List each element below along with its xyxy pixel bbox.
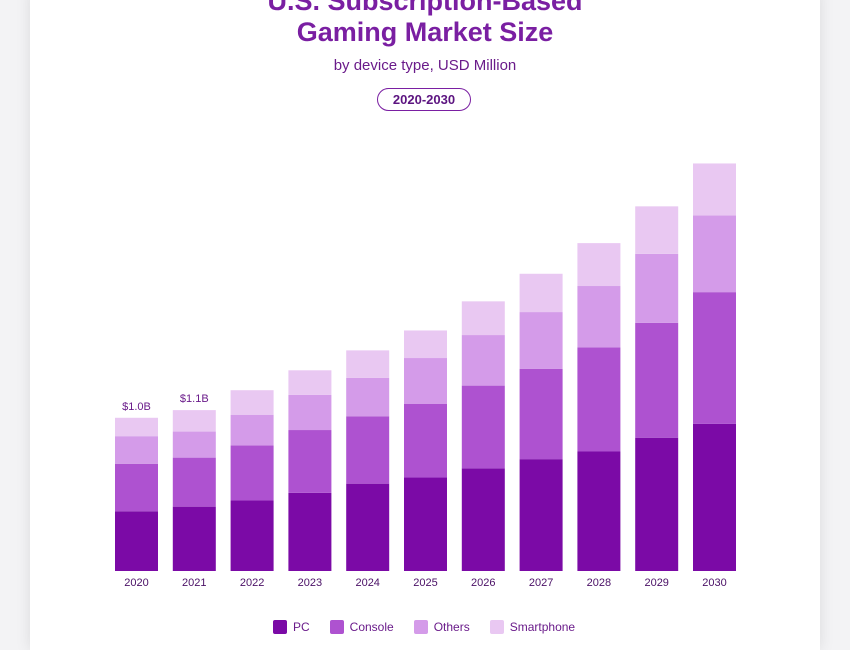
bar-others-2026[interactable] xyxy=(461,335,505,386)
x-tick-label-2021: 2021 xyxy=(182,577,206,589)
bar-pc-2025[interactable] xyxy=(404,477,447,571)
bar-others-2024[interactable] xyxy=(346,377,390,417)
bar-console-2029[interactable] xyxy=(635,322,679,438)
x-tick-label-2022: 2022 xyxy=(240,577,264,589)
bar-others-2028[interactable] xyxy=(577,286,621,348)
x-tick-label-2029: 2029 xyxy=(644,577,668,589)
bar-others-2027[interactable] xyxy=(519,312,563,369)
bar-console-2025[interactable] xyxy=(404,403,447,478)
bar-smartphone-2023[interactable] xyxy=(288,370,332,395)
bar-others-2021[interactable] xyxy=(172,431,216,458)
x-tick-label-2028: 2028 xyxy=(587,577,611,589)
chart-subtitle: by device type, USD Million xyxy=(333,57,517,74)
bar-smartphone-2021[interactable] xyxy=(172,410,216,432)
chart-title-line1: U.S. Subscription-Based xyxy=(267,0,583,16)
data-label-2021: $1.1B xyxy=(180,393,209,405)
legend-label-smartphone: Smartphone xyxy=(509,620,576,634)
bar-console-2027[interactable] xyxy=(519,368,563,460)
bar-pc-2026[interactable] xyxy=(461,468,505,571)
x-tick-label-2025: 2025 xyxy=(413,577,437,589)
chart-title-line2: Gaming Market Size xyxy=(296,17,554,47)
bar-console-2022[interactable] xyxy=(230,445,274,501)
bar-smartphone-2022[interactable] xyxy=(230,390,274,415)
legend-swatch-console xyxy=(329,620,344,634)
x-tick-label-2027: 2027 xyxy=(529,577,553,589)
bar-pc-2022[interactable] xyxy=(230,500,274,571)
bar-pc-2023[interactable] xyxy=(288,492,332,571)
bar-pc-2030[interactable] xyxy=(693,423,736,571)
bar-others-2023[interactable] xyxy=(288,394,332,431)
bar-console-2021[interactable] xyxy=(172,457,216,507)
x-tick-label-2020: 2020 xyxy=(124,577,148,589)
data-label-2020: $1.0B xyxy=(122,401,151,413)
x-tick-label-2026: 2026 xyxy=(471,577,495,589)
legend-swatch-others xyxy=(413,620,428,634)
bar-smartphone-2025[interactable] xyxy=(404,330,447,359)
legend-item-pc[interactable]: PC xyxy=(273,620,310,634)
bar-console-2024[interactable] xyxy=(346,416,390,484)
bar-smartphone-2029[interactable] xyxy=(635,206,679,254)
legend-label-pc: PC xyxy=(293,620,310,634)
bar-pc-2021[interactable] xyxy=(172,506,216,571)
bar-pc-2024[interactable] xyxy=(346,483,390,571)
bar-smartphone-2026[interactable] xyxy=(461,301,505,336)
bar-console-2020[interactable] xyxy=(115,463,158,512)
bar-smartphone-2024[interactable] xyxy=(346,350,390,378)
bar-console-2030[interactable] xyxy=(693,292,736,424)
bar-smartphone-2020[interactable] xyxy=(115,417,158,437)
legend-swatch-pc xyxy=(273,620,287,634)
bar-others-2022[interactable] xyxy=(230,414,274,446)
legend-item-others[interactable]: Others xyxy=(413,620,470,634)
x-tick-label-2030: 2030 xyxy=(702,577,726,589)
bar-others-2020[interactable] xyxy=(115,436,158,464)
x-tick-label-2024: 2024 xyxy=(355,577,379,589)
legend-item-smartphone[interactable]: Smartphone xyxy=(489,620,576,634)
bar-pc-2029[interactable] xyxy=(635,437,679,571)
bar-pc-2028[interactable] xyxy=(577,451,621,571)
legend-item-console[interactable]: Console xyxy=(329,620,394,634)
bar-pc-2027[interactable] xyxy=(519,459,563,571)
stacked-bar-chart: 2020 $1.0B 2021 $1.1B 2022 2023 2024 2025 2026 20… xyxy=(115,163,736,589)
bar-others-2025[interactable] xyxy=(404,358,447,404)
year-range-badge: 2020-2030 xyxy=(377,88,471,111)
bar-console-2028[interactable] xyxy=(577,347,621,452)
chart-legend: PC Console Others Smartphone xyxy=(273,620,575,634)
bar-smartphone-2028[interactable] xyxy=(577,243,621,287)
bar-pc-2020[interactable] xyxy=(115,511,158,571)
bar-smartphone-2027[interactable] xyxy=(519,273,563,313)
bar-others-2029[interactable] xyxy=(635,253,679,323)
bar-smartphone-2030[interactable] xyxy=(693,163,736,216)
bar-console-2026[interactable] xyxy=(461,385,505,469)
legend-label-others: Others xyxy=(433,620,470,634)
x-tick-label-2023: 2023 xyxy=(298,577,322,589)
legend-label-console: Console xyxy=(349,620,394,634)
bar-console-2023[interactable] xyxy=(288,430,332,493)
bar-others-2030[interactable] xyxy=(693,215,736,293)
legend-swatch-smartphone xyxy=(489,620,504,634)
